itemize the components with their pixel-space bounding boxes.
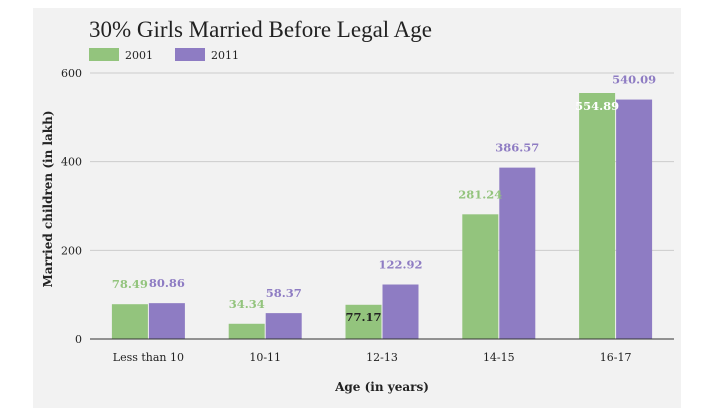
bar-2011-14-15	[499, 167, 536, 339]
legend-label-2001: 2001	[125, 49, 153, 62]
data-label-2011: 540.09	[612, 73, 656, 87]
bar-2011-12-13	[382, 284, 419, 339]
data-label-2001: 281.24	[458, 187, 502, 201]
data-label-2001: 77.17	[345, 310, 381, 324]
x-tick-label: 16-17	[600, 351, 632, 364]
gridlines	[90, 72, 674, 251]
chart-panel: 30% Girls Married Before Legal Age 2001 …	[33, 8, 681, 408]
legend-swatch-2011	[175, 48, 205, 61]
bar-2001-12-13	[345, 304, 382, 339]
y-tick-label: 0	[75, 333, 82, 346]
bar-2001-less-than-10	[111, 304, 148, 339]
bar-2001-16-17	[579, 92, 616, 339]
chart-title: 30% Girls Married Before Legal Age	[89, 17, 432, 42]
data-label-2011: 122.92	[378, 258, 422, 272]
y-tick-label: 600	[61, 67, 82, 80]
y-axis-title: Married children (in lakh)	[41, 110, 55, 287]
x-axis-ticks: Less than 10 10-11 12-13 14-15 16-17	[113, 351, 632, 364]
data-label-2001: 78.49	[112, 277, 148, 291]
bar-2011-16-17	[616, 99, 653, 340]
x-tick-label: Less than 10	[113, 351, 184, 364]
x-tick-label: 14-15	[483, 351, 515, 364]
bar-chart: 30% Girls Married Before Legal Age 2001 …	[41, 17, 674, 394]
bar-2001-10-11	[228, 323, 265, 339]
x-axis-title: Age (in years)	[334, 380, 429, 394]
legend-swatch-2001	[89, 48, 119, 61]
data-label-2011: 80.86	[149, 276, 185, 290]
y-axis-ticks: 0 200 400 600	[61, 67, 82, 346]
bar-2011-10-11	[265, 313, 302, 339]
legend-label-2011: 2011	[211, 49, 239, 62]
data-label-2001: 554.89	[575, 99, 619, 113]
y-tick-label: 400	[61, 156, 82, 169]
data-label-2001: 34.34	[229, 297, 265, 311]
x-tick-label: 10-11	[249, 351, 281, 364]
data-label-2011: 386.57	[495, 141, 539, 155]
bars	[111, 92, 653, 340]
data-label-2011: 58.37	[266, 286, 302, 300]
bar-2011-less-than-10	[148, 303, 185, 339]
bar-2001-14-15	[462, 214, 499, 339]
legend: 2001 2011	[89, 48, 239, 62]
y-tick-label: 200	[61, 244, 82, 257]
x-tick-label: 12-13	[366, 351, 398, 364]
